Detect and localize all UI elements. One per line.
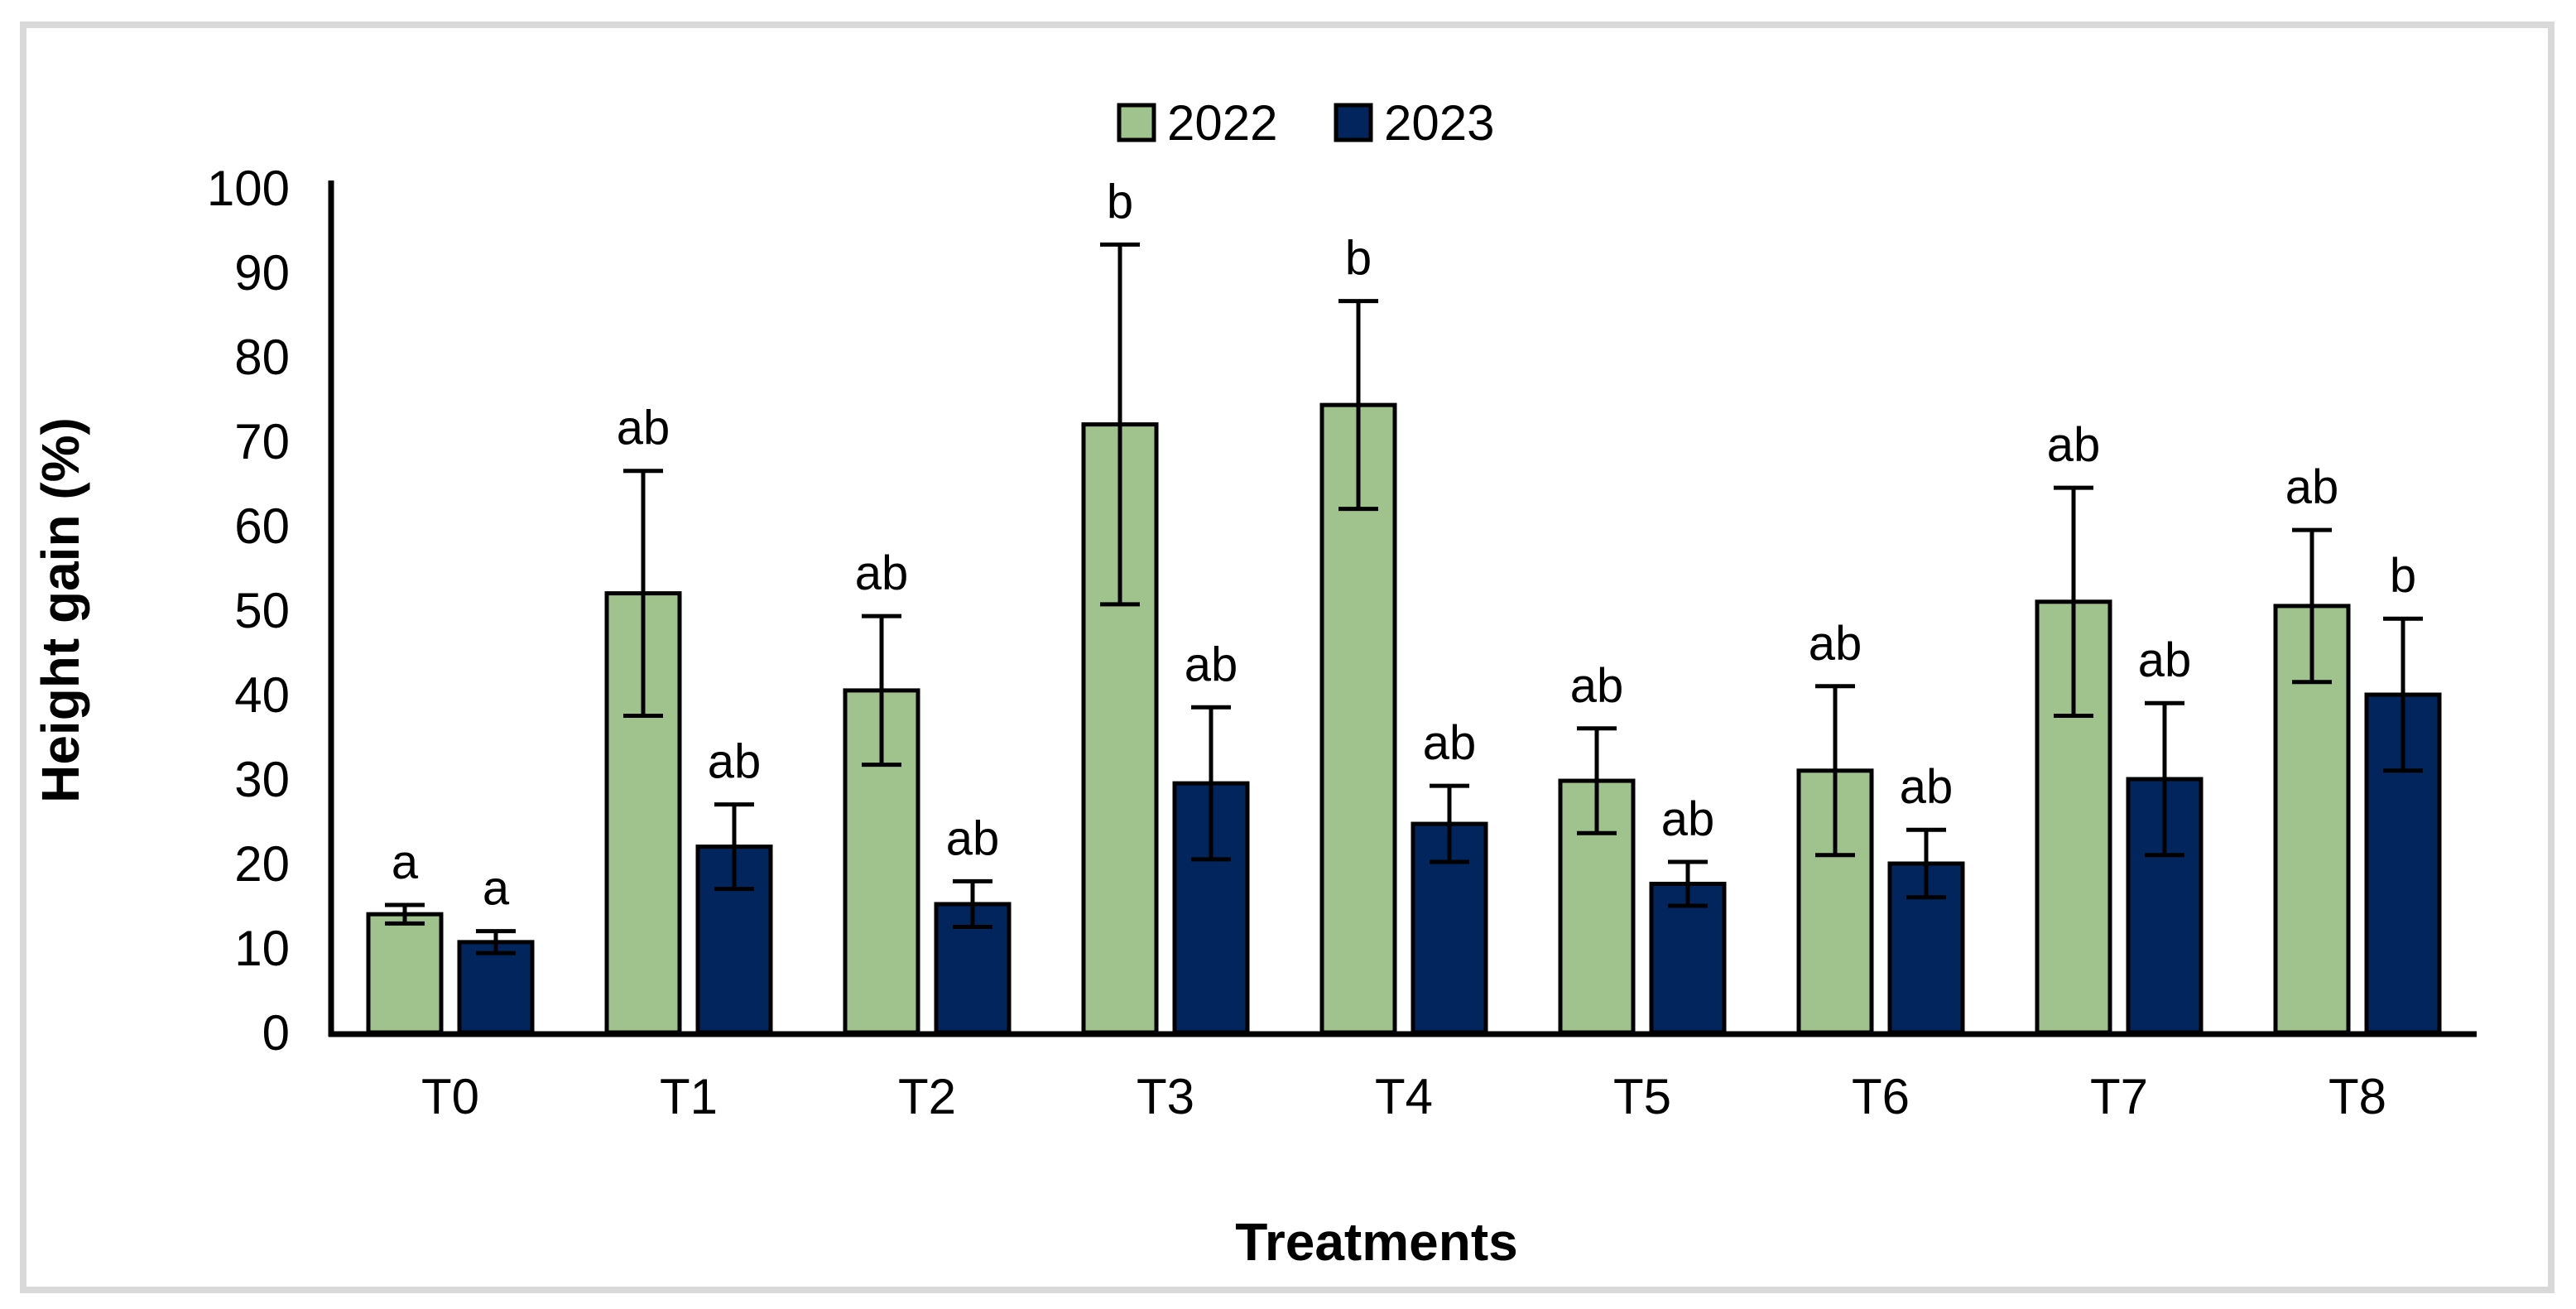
legend-label-2022: 2022 xyxy=(1167,95,1277,151)
sig-letter-2022-t4: b xyxy=(1345,232,1372,286)
sig-letter-2023-t3: ab xyxy=(1185,638,1238,691)
sig-letter-2023-t0: a xyxy=(483,862,510,916)
x-tick-label-t0: T0 xyxy=(421,1069,479,1124)
y-tick-label-20: 20 xyxy=(234,836,290,892)
sig-letter-2022-t8: ab xyxy=(2285,460,2339,514)
x-tick-label-t2: T2 xyxy=(898,1069,956,1124)
sig-letter-2023-t7: ab xyxy=(2138,633,2192,687)
sig-letter-2023-t5: ab xyxy=(1661,792,1715,846)
sig-letter-2022-t3: b xyxy=(1107,175,1133,229)
bar-2023-t0 xyxy=(457,940,535,1035)
y-tick-label-60: 60 xyxy=(234,498,290,554)
x-tick-label-t7: T7 xyxy=(2090,1069,2148,1124)
sig-letter-2023-t1: ab xyxy=(708,735,762,789)
y-tick-label-50: 50 xyxy=(234,583,290,638)
y-tick-label-30: 30 xyxy=(234,752,290,807)
figure-frame xyxy=(20,22,2554,1293)
sig-letter-2023-t4: ab xyxy=(1423,716,1477,770)
y-tick-label-0: 0 xyxy=(262,1005,290,1061)
legend-swatch-2023 xyxy=(1334,103,1373,142)
bar-2022-t0 xyxy=(366,912,444,1035)
sig-letter-2022-t7: ab xyxy=(2047,418,2101,472)
sig-letter-2022-t5: ab xyxy=(1570,659,1624,713)
y-tick-label-80: 80 xyxy=(234,330,290,385)
y-axis-title: Height gain (%) xyxy=(31,417,90,803)
x-tick-label-t4: T4 xyxy=(1375,1069,1433,1124)
sig-letter-2023-t8: b xyxy=(2390,549,2416,603)
sig-letter-2022-t1: ab xyxy=(617,402,670,455)
x-tick-label-t8: T8 xyxy=(2328,1069,2386,1124)
sig-letter-2022-t0: a xyxy=(392,835,419,889)
y-tick-label-70: 70 xyxy=(234,414,290,469)
x-axis-title: Treatments xyxy=(1235,1212,1517,1272)
y-tick-label-10: 10 xyxy=(234,921,290,976)
y-tick-label-100: 100 xyxy=(207,161,290,216)
bar-2022-t1 xyxy=(604,591,682,1035)
sig-letter-2023-t6: ab xyxy=(1900,760,1954,814)
legend-swatch-2022 xyxy=(1117,103,1156,142)
x-tick-label-t6: T6 xyxy=(1852,1069,1910,1124)
x-tick-label-t1: T1 xyxy=(660,1069,718,1124)
y-tick-label-90: 90 xyxy=(234,245,290,301)
y-tick-label-40: 40 xyxy=(234,667,290,723)
sig-letter-2023-t2: ab xyxy=(946,811,1000,865)
x-tick-label-t5: T5 xyxy=(1613,1069,1671,1124)
sig-letter-2022-t6: ab xyxy=(1809,617,1862,671)
sig-letter-2022-t2: ab xyxy=(855,546,909,600)
legend-label-2023: 2023 xyxy=(1384,95,1494,151)
x-tick-label-t3: T3 xyxy=(1137,1069,1194,1124)
